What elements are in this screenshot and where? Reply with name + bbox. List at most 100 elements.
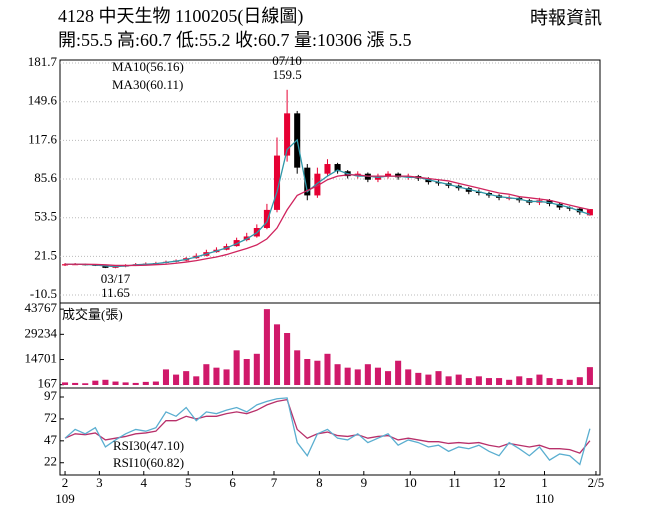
candle-body <box>304 167 311 196</box>
y-tick-label: 47 <box>44 432 58 447</box>
annotation: 07/10 <box>272 53 302 68</box>
bar <box>183 371 190 385</box>
y-tick-label: 22 <box>44 454 57 469</box>
legend-label: MA30(60.11) <box>112 77 183 92</box>
bar <box>566 379 573 385</box>
bar <box>385 371 392 385</box>
bar <box>82 383 89 385</box>
line-series <box>64 398 591 454</box>
annotation: 159.5 <box>272 67 301 82</box>
bar <box>485 378 492 385</box>
candle-body <box>324 164 331 174</box>
panel-title: 成交量(張) <box>62 307 123 322</box>
x-tick-label: 8 <box>316 475 323 490</box>
annotation: 11.65 <box>101 285 130 300</box>
bar <box>415 372 422 385</box>
y-tick-label: 29234 <box>25 325 58 340</box>
bar <box>556 378 563 385</box>
bar <box>253 353 260 385</box>
bar <box>132 382 139 385</box>
candle-body <box>263 209 270 229</box>
y-tick-label: 14701 <box>25 351 58 366</box>
bar <box>455 374 462 385</box>
bar <box>223 369 230 385</box>
bar <box>496 378 503 385</box>
bar <box>112 381 119 385</box>
annotation: 03/17 <box>101 271 131 286</box>
bar <box>526 378 533 385</box>
x-tick-label: 7 <box>271 475 278 490</box>
bar <box>203 364 210 385</box>
bar <box>102 379 109 385</box>
x-tick-label: 2/5 <box>588 475 605 490</box>
bar <box>546 378 553 385</box>
x-tick-label: 4 <box>141 475 148 490</box>
source: 時報資訊 <box>530 8 602 28</box>
candle-body <box>314 173 321 196</box>
bar <box>374 367 381 385</box>
x-tick-label: 10 <box>404 475 417 490</box>
y-tick-label: 149.6 <box>28 93 58 108</box>
bar <box>334 364 341 385</box>
bar <box>364 364 371 385</box>
bar <box>506 379 513 385</box>
legend-label: MA10(56.16) <box>112 59 184 74</box>
bar <box>273 324 281 385</box>
y-tick-label: 85.6 <box>34 170 57 185</box>
line-series <box>65 138 591 268</box>
x-tick-label: 1 <box>541 475 548 490</box>
x-tick-label: 11 <box>448 475 461 490</box>
candle-body <box>385 173 392 177</box>
x-tick-label: 9 <box>361 475 368 490</box>
bar <box>405 369 412 385</box>
bar <box>425 374 432 385</box>
bar <box>173 374 180 385</box>
bar <box>162 369 170 385</box>
bar <box>142 381 149 385</box>
legend-label: RSI30(47.10) <box>113 438 184 453</box>
year-label: 109 <box>55 491 75 506</box>
bar <box>586 367 593 385</box>
bar <box>576 377 583 385</box>
bar <box>284 333 291 385</box>
line-series <box>65 174 591 267</box>
bar <box>395 360 402 385</box>
bar <box>72 382 79 385</box>
bar <box>122 382 129 385</box>
bar <box>233 350 240 385</box>
candle-body <box>334 164 341 172</box>
x-tick-label: 2 <box>62 475 69 490</box>
y-tick-label: 117.6 <box>28 131 57 146</box>
y-tick-label: 181.7 <box>28 54 58 69</box>
bar <box>193 376 200 385</box>
line-series <box>64 397 591 466</box>
x-tick-label: 12 <box>493 475 506 490</box>
bar <box>294 350 301 385</box>
bar <box>475 376 482 385</box>
bar <box>304 359 311 385</box>
y-tick-label: 167 <box>38 376 58 391</box>
bar <box>324 353 331 385</box>
legend-label: RSI10(60.82) <box>113 455 184 470</box>
bar <box>213 367 220 385</box>
y-tick-label: 21.5 <box>34 247 57 262</box>
y-tick-label: -10.5 <box>30 286 57 301</box>
bar <box>435 371 442 385</box>
bar <box>314 360 321 385</box>
year-label: 110 <box>535 491 554 506</box>
x-tick-label: 3 <box>96 475 103 490</box>
quote-info: 開:55.5 高:60.7 低:55.2 收:60.7 量:10306 漲 5.… <box>58 30 412 50</box>
y-tick-label: 97 <box>44 388 58 403</box>
bar <box>354 369 361 385</box>
candle-body <box>273 155 281 210</box>
chart-title: 4128 中天生物 1100205(日線圖) <box>58 6 303 27</box>
bar <box>263 309 270 385</box>
bar <box>92 380 99 385</box>
bar <box>445 376 452 385</box>
candle-body <box>284 113 291 156</box>
x-tick-label: 5 <box>185 475 192 490</box>
bar <box>344 367 351 385</box>
candle-body <box>586 209 593 216</box>
bar <box>465 378 472 385</box>
